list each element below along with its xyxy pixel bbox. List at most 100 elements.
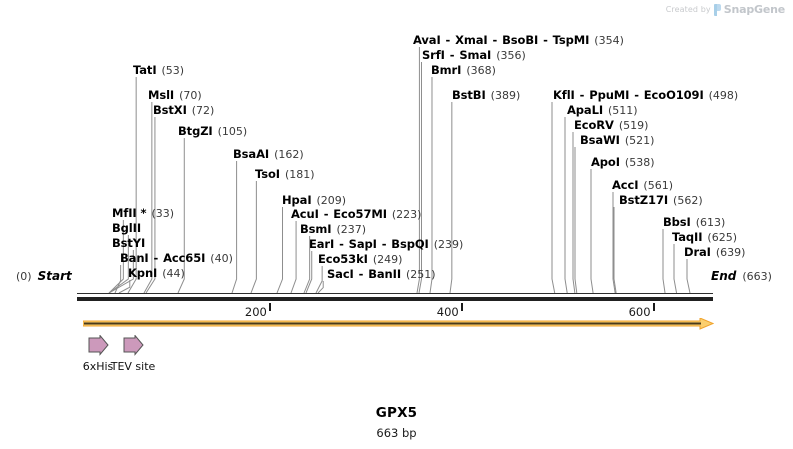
enzyme-label[interactable]: SacI - BanII (251) [327, 267, 436, 282]
enzyme-name: TatI [133, 63, 157, 77]
enzyme-label[interactable]: BsmI (237) [300, 222, 367, 237]
enzyme-label[interactable]: DraI (639) [684, 245, 746, 260]
enzyme-name: BanI [120, 251, 149, 265]
enzyme-label[interactable]: HpaI (209) [282, 193, 346, 208]
enzyme-name: SapI [348, 237, 377, 251]
enzyme-leader-line [277, 207, 284, 293]
enzyme-name: BglII [112, 221, 141, 235]
enzyme-name: SmaI [459, 48, 492, 62]
enzyme-cut-position: (613) [695, 216, 726, 229]
enzyme-label[interactable]: ApaLI (511) [567, 103, 638, 118]
enzyme-label[interactable]: EarI - SapI - BspQI (239) [309, 237, 464, 252]
enzyme-name: DraI [684, 245, 711, 259]
ruler-tick [460, 303, 463, 311]
enzyme-label[interactable]: SrfI - SmaI (356) [422, 48, 526, 63]
enzyme-name: AcuI [291, 207, 319, 221]
enzyme-name: HpaI [282, 193, 312, 207]
enzyme-name: MslI [148, 88, 175, 102]
enzyme-cut-position: (625) [707, 231, 738, 244]
enzyme-label[interactable]: AccI (561) [612, 179, 673, 193]
enzyme-label[interactable]: BsaWI (521) [580, 134, 655, 148]
enzyme-leader-line [114, 265, 122, 293]
enzyme-cut-position: (33) [151, 207, 175, 220]
enzyme-label[interactable]: BmrI (368) [431, 64, 496, 78]
enzyme-label[interactable]: BanI - Acc65I (40) [120, 251, 233, 266]
enzyme-name: ApaLI [567, 103, 603, 117]
enzyme-label[interactable]: ApoI (538) [591, 156, 655, 170]
enzyme-name-separator: - [149, 251, 163, 265]
enzyme-name: Acc65I [163, 251, 206, 265]
enzyme-leader-line [145, 117, 156, 293]
enzyme-cut-position: (44) [162, 267, 185, 280]
enzyme-label[interactable]: BsaAI (162) [233, 148, 304, 162]
enzyme-name: BsmI [300, 222, 332, 236]
enzyme-label[interactable]: MfII * (33) [112, 207, 175, 221]
enzyme-cut-position: (639) [715, 246, 746, 259]
enzyme-name: TspMI [552, 33, 590, 47]
page-title: GPX5 [375, 405, 418, 421]
enzyme-name-separator: - [354, 267, 368, 281]
enzyme-label[interactable]: BstYI [112, 237, 145, 250]
enzyme-cut-position: (538) [624, 156, 655, 169]
enzyme-label[interactable]: AvaI - XmaI - BsoBI - TspMI (354) [413, 33, 624, 48]
enzyme-cut-position: (40) [210, 252, 233, 265]
enzyme-cut-position: (237) [336, 223, 367, 236]
enzyme-leader-line [572, 132, 576, 293]
enzyme-leader-line [613, 207, 617, 293]
enzyme-cut-position: (368) [466, 64, 496, 77]
enzyme-label[interactable]: TsoI (181) [255, 168, 315, 182]
enzyme-cut-position: (521) [624, 134, 655, 147]
enzyme-leader-line [250, 181, 257, 293]
enzyme-label[interactable]: BglII [112, 222, 141, 235]
enzyme-label[interactable]: BstZ17I (562) [619, 193, 703, 208]
enzyme-label[interactable]: TaqII (625) [672, 230, 738, 245]
end-text: End [711, 269, 737, 283]
feature-arrow[interactable] [123, 335, 145, 359]
enzyme-cut-position: (181) [284, 168, 315, 181]
enzyme-leader-line [449, 102, 453, 293]
enzyme-label[interactable]: BstBI (389) [452, 89, 520, 103]
enzyme-label[interactable]: BbsI (613) [663, 216, 726, 230]
enzyme-label[interactable]: MslI (70) [148, 88, 202, 103]
enzyme-label[interactable]: KpnI (44) [128, 267, 185, 281]
enzyme-label[interactable]: KflI - PpuMI - EcoO109I (498) [553, 89, 738, 103]
enzyme-leader-line [231, 161, 238, 293]
feature-label: TEV site [110, 360, 156, 373]
enzyme-name: BstZ17I [619, 193, 669, 207]
enzyme-leader-line [143, 102, 153, 293]
enzyme-name: Eco53kI [318, 252, 368, 266]
enzyme-name: BstYI [112, 236, 146, 250]
enzyme-label[interactable]: EcoRV (519) [574, 119, 648, 133]
orf-arrow[interactable] [83, 318, 714, 332]
enzyme-cut-position: (354) [594, 34, 624, 47]
enzyme-label[interactable]: AcuI - Eco57MI (223) [291, 207, 422, 222]
enzyme-name: TaqII [672, 230, 703, 244]
enzyme-cut-position: (70) [179, 89, 202, 102]
enzyme-name: Eco57MI [333, 207, 387, 221]
enzyme-leader-line [290, 221, 297, 293]
enzyme-leader-line [108, 235, 129, 293]
enzyme-leader-line [317, 281, 324, 293]
enzyme-leader-line [118, 280, 131, 293]
enzyme-label[interactable]: TatI (53) [133, 63, 184, 78]
enzyme-cut-position: (223) [391, 208, 422, 221]
enzyme-leader-line [551, 102, 556, 293]
enzyme-cut-position: (511) [608, 104, 638, 117]
sequence-backbone-line [77, 293, 713, 294]
start-label: (0) Start [16, 270, 72, 284]
enzyme-name-separator: - [539, 33, 552, 47]
enzyme-name-separator: - [335, 237, 348, 251]
enzyme-cut-position: (105) [217, 125, 248, 138]
sequence-backbone-bar [77, 297, 713, 301]
sequence-length: 663 bp [376, 426, 417, 440]
enzyme-label[interactable]: BtgZI (105) [178, 124, 248, 139]
enzyme-leader-line [303, 236, 311, 293]
watermark-created-by: Created by [665, 5, 711, 14]
ruler-tick [268, 303, 271, 311]
feature-arrow[interactable] [88, 335, 110, 359]
enzyme-label[interactable]: Eco53kI (249) [318, 252, 402, 267]
enzyme-label[interactable]: BstXI (72) [153, 104, 214, 118]
enzyme-cut-position: (239) [433, 238, 464, 251]
enzyme-name: BtgZI [178, 124, 213, 138]
enzyme-leader-line [177, 138, 185, 293]
